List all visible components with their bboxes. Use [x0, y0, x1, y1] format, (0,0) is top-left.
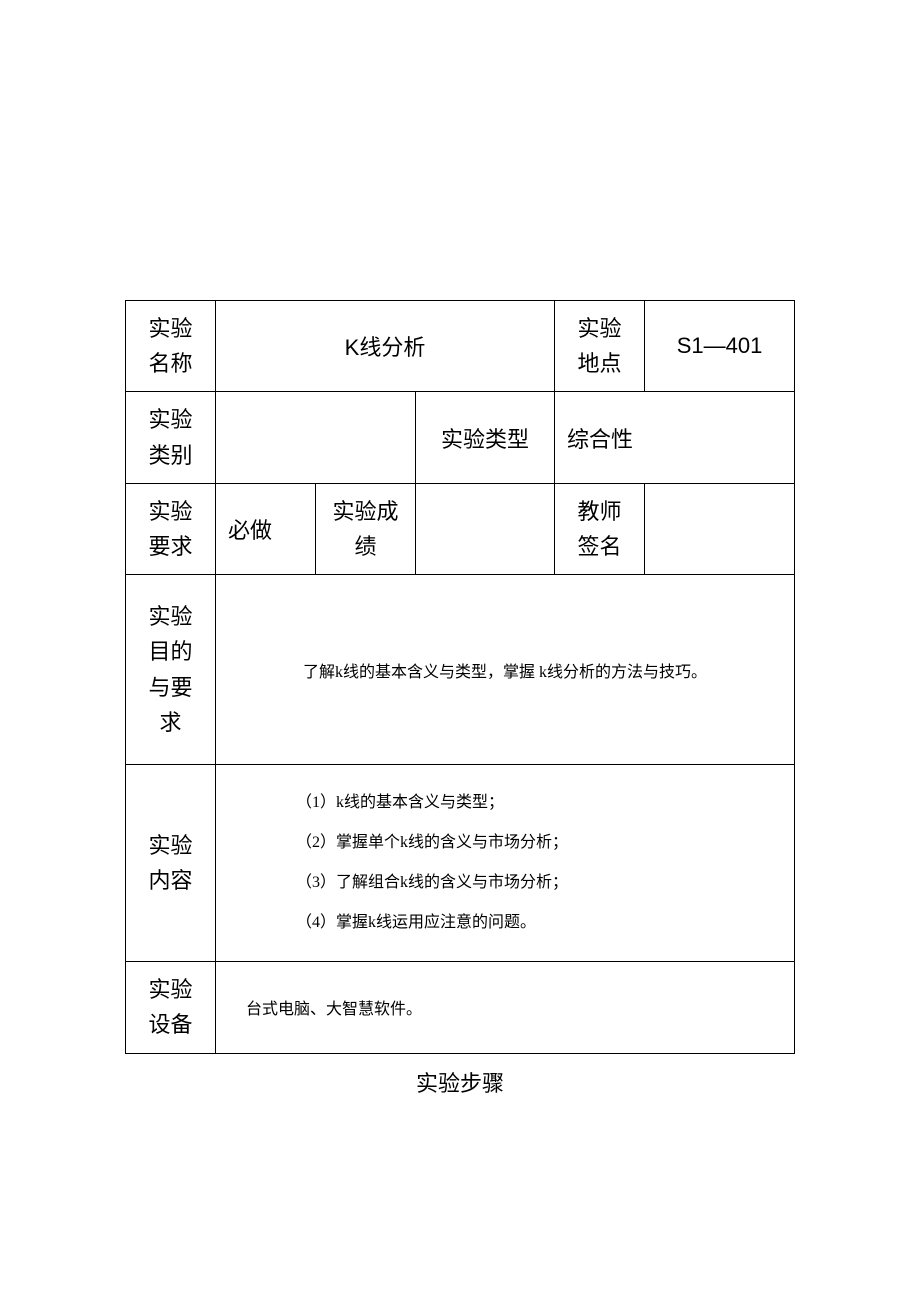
- steps-heading: 实验步骤: [125, 1066, 795, 1098]
- value-type: 综合性: [555, 392, 795, 483]
- label-text: 实验设备: [130, 972, 211, 1042]
- label-text: 实验成绩: [320, 494, 411, 564]
- value-content: （1）k线的基本含义与类型； （2）掌握单个k线的含义与市场分析； （3）了解组…: [216, 765, 795, 962]
- label-text: 实验要求: [130, 494, 211, 564]
- label-teacher: 教师签名: [555, 483, 645, 574]
- label-text: 实验内容: [130, 828, 211, 898]
- experiment-table: 实验名称 K线分析 实验地点 S1—401 实验类别 实验类型 综合性 实验要求…: [125, 300, 795, 1054]
- content-item: （4）掌握k线运用应注意的问题。: [296, 903, 774, 943]
- label-text: 实验目的与要求: [130, 599, 211, 740]
- label-text: 实验类别: [130, 402, 211, 472]
- value-experiment-name: K线分析: [216, 301, 555, 392]
- value-location: S1—401: [645, 301, 795, 392]
- label-category: 实验类别: [126, 392, 216, 483]
- label-type: 实验类型: [416, 392, 555, 483]
- label-location: 实验地点: [555, 301, 645, 392]
- label-experiment-name: 实验名称: [126, 301, 216, 392]
- label-content: 实验内容: [126, 765, 216, 962]
- label-purpose: 实验目的与要求: [126, 575, 216, 765]
- value-purpose: 了解k线的基本含义与类型，掌握 k线分析的方法与技巧。: [216, 575, 795, 765]
- label-equipment: 实验设备: [126, 962, 216, 1053]
- content-item: （3）了解组合k线的含义与市场分析；: [296, 863, 774, 903]
- label-score: 实验成绩: [316, 483, 416, 574]
- content-item: （1）k线的基本含义与类型；: [296, 783, 774, 823]
- value-equipment: 台式电脑、大智慧软件。: [216, 962, 795, 1053]
- label-text: 实验名称: [130, 311, 211, 381]
- label-text: 教师签名: [559, 494, 640, 564]
- value-score: [416, 483, 555, 574]
- label-text: 实验地点: [559, 311, 640, 381]
- value-requirement: 必做: [216, 483, 316, 574]
- content-item: （2）掌握单个k线的含义与市场分析；: [296, 823, 774, 863]
- value-category: [216, 392, 416, 483]
- value-teacher: [645, 483, 795, 574]
- label-requirement: 实验要求: [126, 483, 216, 574]
